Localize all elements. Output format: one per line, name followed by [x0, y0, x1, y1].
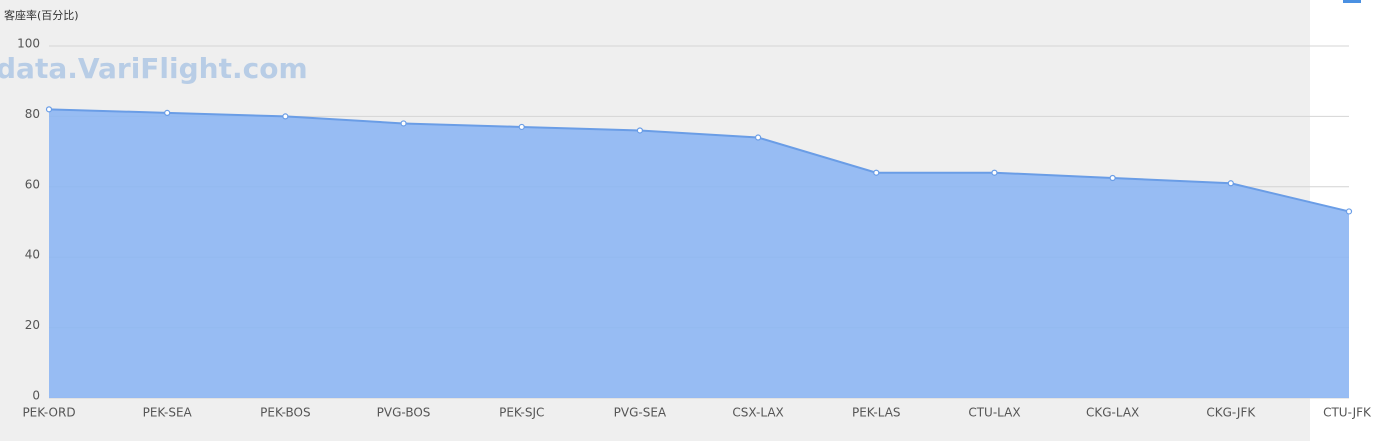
point [164, 109, 171, 116]
point [400, 120, 407, 127]
point [873, 169, 880, 176]
point [991, 169, 998, 176]
x-tick-label: CTU-JFK [1323, 406, 1372, 420]
point [1109, 174, 1116, 182]
x-tick-label: CKG-JFK [1206, 406, 1256, 420]
point [282, 113, 289, 120]
x-tick-label: PVG-BOS [377, 406, 431, 420]
y-axis-label: 客座率(百分比) [4, 8, 79, 22]
line [48, 108, 1350, 213]
y-tick-label: 40 [25, 248, 40, 262]
y-tick-label: 20 [25, 318, 40, 332]
x-tick-label: PEK-SEA [143, 406, 193, 420]
corner-icon[interactable] [1343, 0, 1361, 3]
point [1345, 208, 1353, 215]
point [1227, 180, 1234, 187]
x-tick-label: PEK-LAS [852, 406, 901, 420]
y-tick-label: 60 [25, 177, 40, 191]
x-tick-label: CSX-LAX [732, 406, 783, 420]
x-tick-label: PEK-ORD [22, 406, 75, 420]
x-tick-label: PEK-BOS [260, 406, 310, 420]
area [49, 109, 1349, 399]
x-tick-label: CKG-LAX [1086, 406, 1139, 420]
point [45, 106, 53, 113]
point [518, 123, 525, 131]
x-tick-label: PVG-SEA [614, 406, 667, 420]
point [754, 134, 762, 141]
y-tick-label: 80 [25, 107, 40, 121]
x-tick-label: PEK-SJC [499, 406, 544, 420]
y-tick-label: 0 [32, 389, 40, 403]
y-tick-label: 100 [17, 37, 40, 51]
point [636, 127, 644, 134]
x-tick-label: CTU-LAX [968, 406, 1020, 420]
watermark: data.VariFlight.com [0, 52, 308, 85]
